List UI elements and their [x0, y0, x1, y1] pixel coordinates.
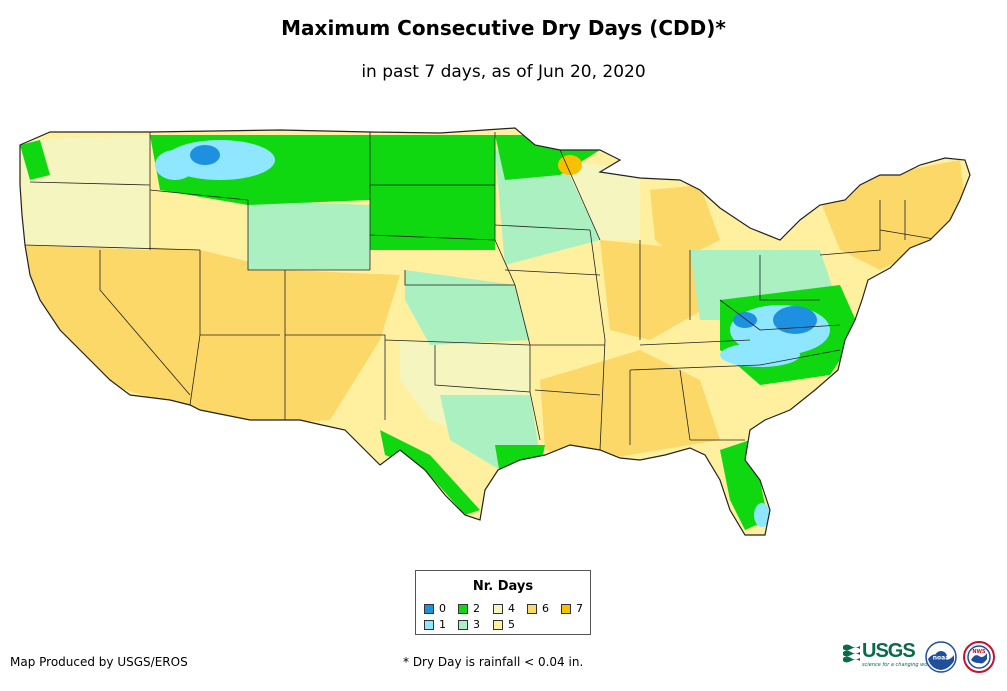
- usgs-wordmark: USGS: [862, 640, 916, 662]
- state-line-ny: [819, 200, 881, 256]
- zone-wv-blue: [733, 312, 757, 328]
- state-boundaries: [24, 132, 941, 451]
- usgs-logo[interactable]: USGS science for a changing world: [843, 640, 934, 672]
- state-line-mn-ia: [494, 224, 591, 231]
- map-area: [19, 127, 971, 536]
- legend-item-3: 3: [458, 619, 480, 631]
- legend-swatch-7: [561, 604, 571, 614]
- state-line-ia-mo: [504, 269, 601, 276]
- legend-swatch-2: [458, 604, 468, 614]
- state-line-az-nm: [285, 334, 386, 420]
- legend-swatch-3: [458, 620, 468, 630]
- legend-swatch-0: [424, 604, 434, 614]
- zone-west-coast-wa: [20, 140, 50, 180]
- zone-wyoming: [248, 200, 370, 270]
- state-line-ca-nv: [99, 250, 191, 396]
- state-line-wa-or: [29, 181, 151, 186]
- state-line-ar-la: [534, 389, 601, 396]
- state-line-plains-east: [494, 132, 541, 441]
- zone-montana-blue: [190, 145, 220, 165]
- zone-virginia-blue: [773, 306, 817, 334]
- zone-florida-cyan: [754, 503, 770, 527]
- state-line-ne-ks: [404, 270, 515, 286]
- zone-central-plains: [405, 270, 530, 345]
- zone-southwest: [20, 240, 400, 425]
- state-line-ks-ok: [384, 339, 531, 346]
- noaa-logo[interactable]: noaa: [925, 641, 957, 673]
- dry-day-footnote: * Dry Day is rainfall < 0.04 in.: [403, 655, 584, 669]
- state-line-new-england: [879, 229, 941, 241]
- zone-carolina-cyan: [720, 343, 800, 367]
- state-line-sd-ne: [369, 234, 496, 241]
- state-line-mississippi: [589, 229, 606, 451]
- state-line-ok-tx: [434, 345, 531, 393]
- state-line-wi: [559, 149, 601, 241]
- legend-item-6: 6: [527, 603, 549, 615]
- legend-swatch-4: [493, 604, 503, 614]
- legend-swatch-1: [424, 620, 434, 630]
- state-line-tn-south: [629, 364, 761, 371]
- usgs-wave-icon: [843, 644, 860, 663]
- nws-logo[interactable]: NWS: [963, 641, 995, 673]
- legend-item-5: 5: [493, 619, 515, 631]
- legend-title: Nr. Days: [472, 579, 534, 594]
- legend: Nr. Days 0 1 2 3 4 5 6 7: [415, 570, 591, 635]
- legend-item-2: 2: [458, 603, 480, 615]
- us-cdd-map: [19, 127, 971, 536]
- state-line-nc: [759, 349, 841, 366]
- legend-item-1: 1: [424, 619, 446, 631]
- map-subtitle: in past 7 days, as of Jun 20, 2020: [361, 62, 646, 82]
- zone-northwest: [20, 135, 150, 250]
- state-line-pa: [759, 255, 820, 301]
- nws-wordmark: NWS: [972, 649, 986, 655]
- zone-texas-coast: [380, 430, 480, 515]
- zone-michigan: [650, 185, 720, 260]
- zone-idaho-cyan: [155, 150, 195, 180]
- noaa-wordmark: noaa: [933, 655, 950, 662]
- zone-great-lakes: [560, 160, 640, 240]
- state-line-or-ca: [24, 244, 201, 251]
- zone-iowa-mn: [495, 150, 600, 265]
- legend-item-0: 0: [424, 603, 446, 615]
- map-credit: Map Produced by USGS/EROS: [10, 655, 188, 669]
- map-title: Maximum Consecutive Dry Days (CDD)*: [281, 16, 726, 40]
- state-line-va: [719, 299, 841, 331]
- usgs-tagline: science for a changing world: [862, 662, 934, 668]
- legend-item-4: 4: [493, 603, 515, 615]
- zone-minnesota-orange: [558, 155, 582, 175]
- zone-dakotas: [370, 135, 495, 250]
- legend-swatch-5: [493, 620, 503, 630]
- legend-swatch-6: [527, 604, 537, 614]
- state-line-al-ga: [679, 369, 691, 441]
- state-line-wy: [247, 200, 370, 271]
- state-line-tn-north: [639, 339, 751, 346]
- state-line-nv-az: [189, 334, 201, 406]
- state-line-id-mt: [149, 189, 249, 201]
- legend-item-7: 7: [561, 603, 583, 615]
- cdd-zones: [20, 128, 970, 535]
